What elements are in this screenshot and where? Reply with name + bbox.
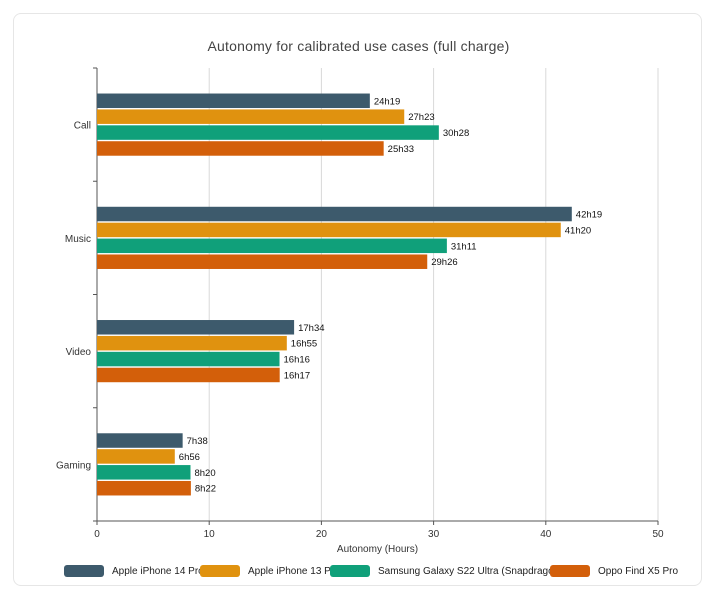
- bar: [97, 367, 280, 383]
- bar-value-label: 31h11: [451, 241, 477, 252]
- category-label: Music: [65, 234, 91, 245]
- legend-label: Oppo Find X5 Pro: [598, 565, 679, 577]
- chart-title: Autonomy for calibrated use cases (full …: [207, 38, 510, 54]
- bar: [97, 141, 384, 156]
- bar: [97, 480, 191, 496]
- bar: [97, 109, 405, 124]
- bar: [97, 93, 370, 109]
- x-tick-label: 10: [204, 529, 216, 540]
- bar-value-label: 41h20: [565, 225, 591, 236]
- bar-value-label: 24h19: [374, 96, 400, 107]
- bar: [97, 351, 280, 367]
- x-axis-title: Autonomy (Hours): [337, 544, 418, 555]
- bar: [97, 465, 191, 480]
- bar: [97, 254, 428, 269]
- category-label: Call: [74, 121, 91, 132]
- bar: [97, 320, 295, 335]
- category-label: Video: [66, 347, 92, 358]
- bar-value-label: 8h22: [195, 484, 216, 495]
- legend-swatch: [330, 565, 370, 577]
- legend-label: Apple iPhone 14 Pro: [112, 565, 204, 577]
- x-tick-label: 50: [652, 529, 664, 540]
- legend-label: Samsung Galaxy S22 Ultra (Snapdragon): [378, 565, 563, 577]
- bar: [97, 222, 561, 238]
- x-tick-label: 40: [540, 529, 552, 540]
- legend-swatch: [64, 565, 104, 577]
- legend-item[interactable]: Samsung Galaxy S22 Ultra (Snapdragon): [330, 563, 563, 579]
- bar-value-label: 42h19: [576, 210, 602, 221]
- bar-value-label: 17h34: [298, 323, 324, 334]
- legend-swatch: [550, 565, 590, 577]
- x-tick-label: 30: [428, 529, 440, 540]
- bar: [97, 335, 287, 351]
- bar-value-label: 7h38: [187, 436, 208, 447]
- bar-value-label: 25h33: [388, 144, 414, 155]
- bar-value-label: 30h28: [443, 128, 469, 139]
- legend-label: Apple iPhone 13 Pro: [248, 565, 340, 577]
- bar: [97, 206, 572, 222]
- bar-value-label: 29h26: [431, 257, 457, 268]
- bar: [97, 238, 447, 254]
- category-label: Gaming: [56, 460, 91, 471]
- bar: [97, 433, 183, 448]
- legend-item[interactable]: Oppo Find X5 Pro: [550, 563, 678, 579]
- bar-value-label: 16h17: [284, 370, 310, 381]
- x-tick-label: 0: [94, 529, 100, 540]
- legend-swatch: [200, 565, 240, 577]
- bar: [97, 449, 175, 464]
- bar-value-label: 27h23: [408, 112, 434, 123]
- bar: [97, 125, 439, 140]
- legend-item[interactable]: Apple iPhone 14 Pro: [64, 563, 204, 579]
- bar-value-label: 16h55: [291, 339, 317, 350]
- bar-value-label: 8h20: [194, 468, 215, 479]
- legend-item[interactable]: Apple iPhone 13 Pro: [200, 563, 340, 579]
- bar-value-label: 6h56: [179, 452, 200, 463]
- bar-value-label: 16h16: [284, 355, 310, 366]
- chart-legend: Apple iPhone 14 Pro Apple iPhone 13 Pro Sa…: [0, 563, 717, 579]
- x-tick-label: 20: [316, 529, 328, 540]
